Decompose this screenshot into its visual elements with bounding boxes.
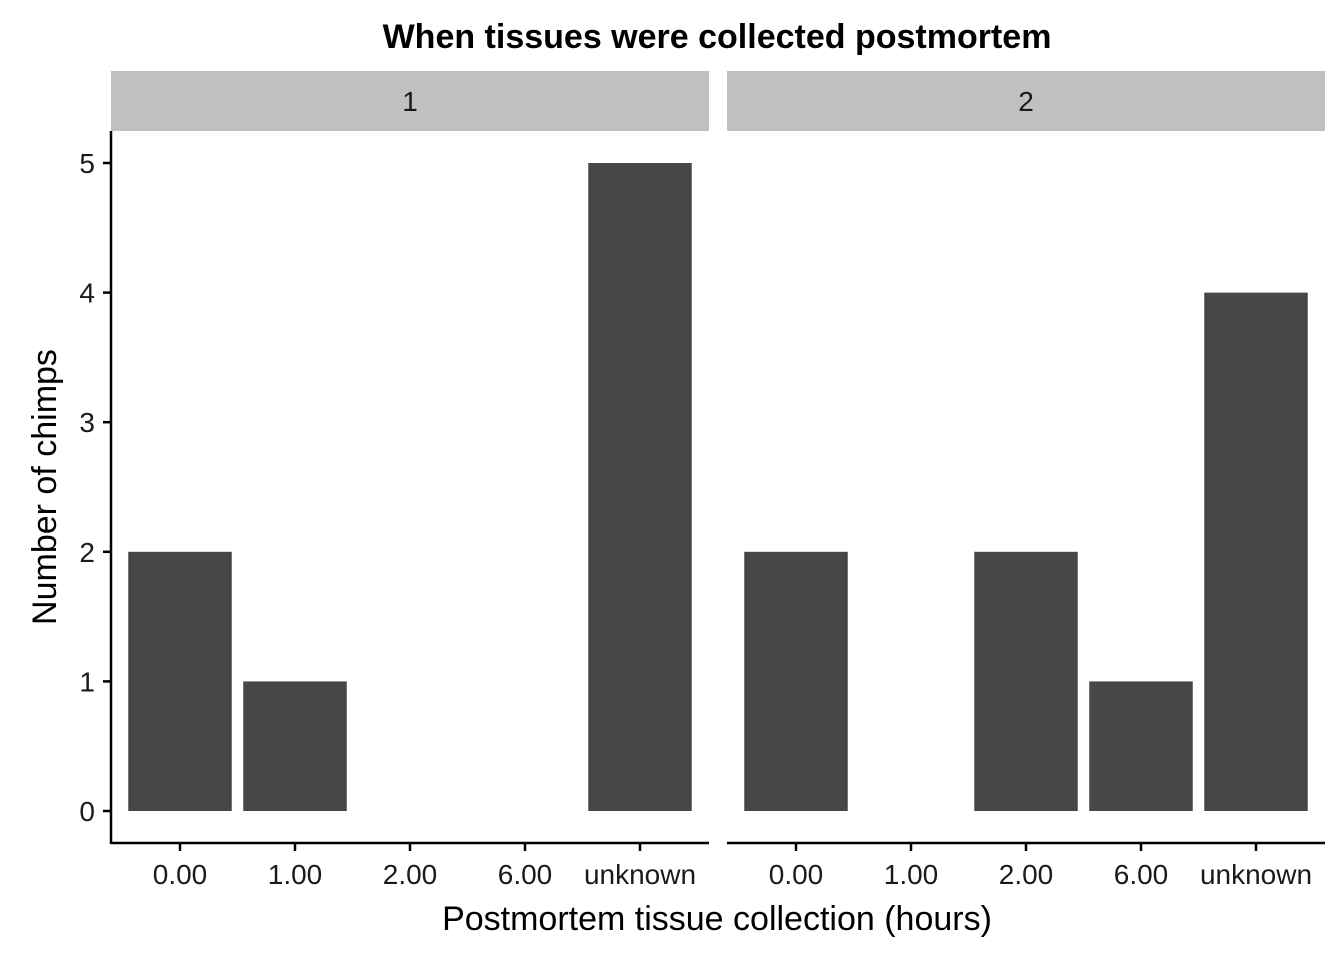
bar-2-unknown [1204, 292, 1308, 812]
y-tick-label: 1 [79, 666, 95, 697]
x-tick-label: 1.00 [884, 859, 939, 890]
facet-strip-1 [111, 71, 709, 131]
facet-strip-label: 2 [1018, 86, 1034, 117]
bar-2-2.00 [974, 551, 1078, 811]
x-tick-label: 2.00 [999, 859, 1054, 890]
x-axis-title: Postmortem tissue collection (hours) [442, 900, 992, 938]
chart-title: When tissues were collected postmortem [383, 18, 1052, 56]
x-tick-label: 6.00 [1114, 859, 1169, 890]
y-axis-title: Number of chimps [26, 349, 64, 625]
bar-2-0.00 [744, 551, 848, 811]
x-tick-label: 1.00 [268, 859, 323, 890]
y-tick-label: 5 [79, 148, 95, 179]
facet-strip-label: 1 [402, 86, 418, 117]
x-tick-label: 0.00 [769, 859, 824, 890]
x-tick-label: 6.00 [498, 859, 553, 890]
y-tick-label: 4 [79, 278, 95, 309]
bar-1-0.00 [128, 551, 232, 811]
y-tick-label: 2 [79, 537, 95, 568]
bar-1-1.00 [243, 681, 347, 811]
y-tick-label: 0 [79, 796, 95, 827]
bar-2-6.00 [1089, 681, 1193, 811]
x-tick-label: 2.00 [383, 859, 438, 890]
x-tick-label: 0.00 [153, 859, 208, 890]
x-tick-label: unknown [1200, 859, 1312, 890]
y-tick-label: 3 [79, 407, 95, 438]
bar-1-unknown [588, 163, 692, 811]
facet-strip-2 [727, 71, 1325, 131]
facet-panels: 1 0.00 1.00 2.00 6.00 unknown 2 0.00 1.00 2.00 6.0… [79, 71, 1325, 890]
x-tick-label: unknown [584, 859, 696, 890]
